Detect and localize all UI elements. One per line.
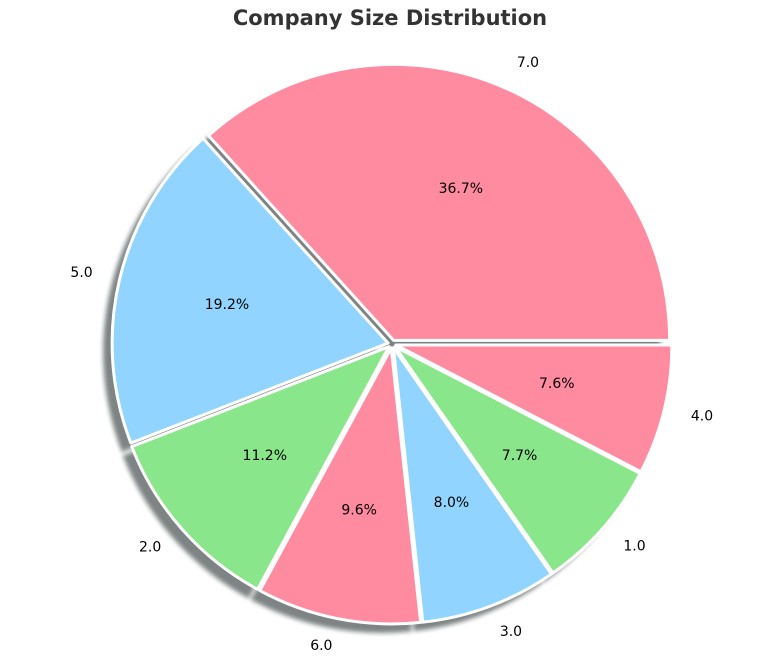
slice-6-0-pct-label: 9.6% [341, 502, 377, 518]
slice-2-0 [130, 345, 391, 591]
slice-3-0-pct-label: 8.0% [434, 495, 470, 511]
slice-6-0 [258, 346, 423, 626]
slice-4-0-label: 4.0 [691, 409, 713, 425]
slice-1-0-label: 1.0 [623, 539, 645, 555]
slice-1-0 [393, 345, 642, 575]
slice-7-0 [207, 62, 672, 342]
slice-5-0-pct-label: 19.2% [205, 297, 249, 313]
pie-slices [110, 62, 674, 626]
slice-5-0 [110, 136, 390, 445]
chart-title: Company Size Distribution [232, 6, 548, 30]
slice-3-0-label: 3.0 [500, 624, 522, 640]
slice-3-0 [391, 346, 553, 624]
slice-7-0-pct-label: 36.7% [439, 181, 483, 197]
slice-2-0-label: 2.0 [139, 539, 161, 555]
slice-6-0-label: 6.0 [310, 638, 332, 654]
slice-2-0-pct-label: 11.2% [243, 448, 287, 464]
slice-1-0-pct-label: 7.7% [502, 448, 538, 464]
pie-labels: 7.0 36.7% 5.0 19.2% 2.0 11.2% 6.0 9.6% 3.0 8.0% 1.… [70, 55, 713, 654]
slice-4-0-pct-label: 7.6% [539, 376, 575, 392]
slice-5-0-label: 5.0 [70, 265, 92, 281]
slice-4-0 [394, 343, 674, 474]
slice-7-0-label: 7.0 [517, 55, 539, 71]
